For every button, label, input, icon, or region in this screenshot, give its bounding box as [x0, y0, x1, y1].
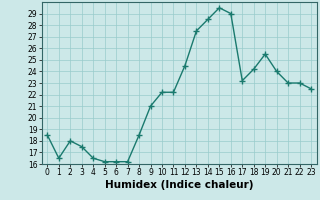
X-axis label: Humidex (Indice chaleur): Humidex (Indice chaleur) [105, 180, 253, 190]
